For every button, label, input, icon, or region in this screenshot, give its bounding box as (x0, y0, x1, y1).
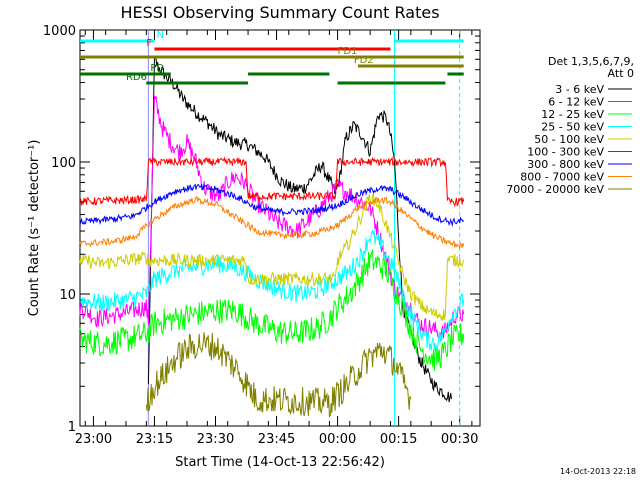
flag-label: N (157, 30, 164, 41)
series-line (79, 229, 465, 351)
y-axis: 1 10 100 1000 (43, 24, 480, 435)
series-line (79, 249, 465, 371)
series-line (79, 156, 465, 208)
flag-label: F (146, 38, 152, 49)
x-tick-label: 00:15 (380, 432, 417, 447)
series-line (79, 95, 465, 342)
legend-label: 50 - 100 keV (534, 133, 604, 146)
x-tick-label: 23:15 (136, 432, 173, 447)
plot-frame (79, 29, 481, 427)
series-line (79, 183, 465, 228)
y-axis-label: Count Rate (s⁻¹ detector⁻¹) (27, 140, 42, 317)
series-line (79, 196, 465, 250)
x-tick-label: 23:00 (75, 432, 112, 447)
flag-label: FD2 (354, 55, 374, 66)
legend-header: Att 0 (608, 67, 634, 80)
x-tick-label: 00:00 (319, 432, 356, 447)
flag-label: RD6 (126, 72, 147, 83)
y-tick-label: 10 (59, 288, 76, 303)
legend-label: 100 - 300 keV (527, 146, 604, 159)
series-lines (79, 55, 465, 418)
x-axis: 23:00 23:15 23:30 23:45 00:00 00:15 00:30 (75, 30, 478, 447)
y-tick-label: 100 (51, 156, 76, 171)
timestamp: 14-Oct-2013 22:18 (560, 467, 636, 476)
legend-label: 6 - 12 keV (548, 96, 604, 109)
flag-label: PD (150, 63, 164, 74)
x-tick-label: 00:30 (441, 432, 478, 447)
flag-label: FD1 (338, 46, 358, 57)
legend-label: 800 - 7000 keV (520, 171, 604, 184)
legend-label: 3 - 6 keV (555, 83, 604, 96)
legend-label: 300 - 800 keV (527, 158, 604, 171)
legend-label: 12 - 25 keV (541, 108, 604, 121)
series-line (145, 332, 412, 418)
chart-title: HESSI Observing Summary Count Rates (120, 3, 439, 22)
legend-header: Det 1,3,5,6,7,9, (548, 55, 634, 68)
x-tick-label: 23:45 (258, 432, 295, 447)
legend-label: 7000 - 20000 keV (506, 183, 604, 196)
y-tick-label: 1000 (43, 24, 76, 39)
legend-label: 25 - 50 keV (541, 121, 604, 134)
series-line (79, 192, 465, 321)
x-tick-label: 23:30 (197, 432, 234, 447)
vertical-markers (147, 30, 461, 426)
y-tick-label: 1 (68, 420, 76, 435)
x-axis-label: Start Time (14-Oct-13 22:56:42) (175, 455, 385, 470)
